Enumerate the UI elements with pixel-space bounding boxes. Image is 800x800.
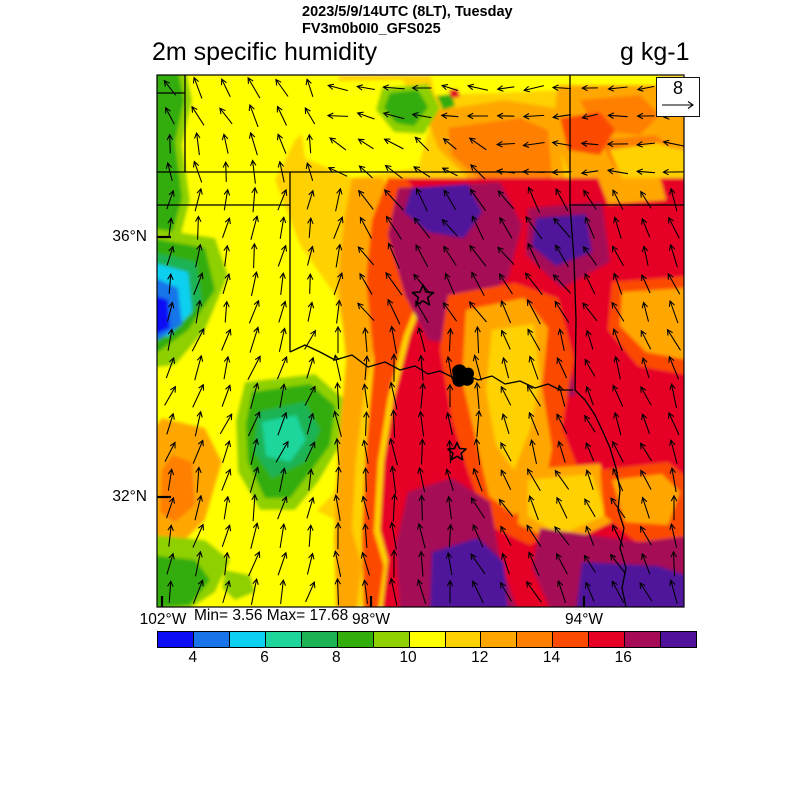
wind-vectors bbox=[163, 76, 684, 606]
colorbar-segment bbox=[553, 632, 590, 647]
colorbar-segment bbox=[158, 632, 194, 647]
reference-vector-box: 8 bbox=[656, 77, 700, 117]
colorbar-segment bbox=[301, 632, 338, 647]
colorbar-segment bbox=[409, 632, 446, 647]
colorbar-tick-label: 8 bbox=[332, 649, 341, 666]
map-frame bbox=[156, 74, 685, 608]
lon-label-98w: 98°W bbox=[351, 611, 391, 628]
colorbar-segment bbox=[229, 632, 266, 647]
colorbar-tick-label: 4 bbox=[188, 649, 198, 666]
model-label: FV3m0b0I0_GFS025 bbox=[302, 21, 441, 37]
lon-label-102w: 102°W bbox=[139, 611, 187, 628]
star-icon bbox=[447, 441, 467, 461]
colorbar-tick-label: 10 bbox=[399, 649, 417, 666]
colorbar-tick-label: 6 bbox=[260, 649, 269, 666]
lon-label-94w: 94°W bbox=[564, 611, 604, 628]
colorbar-segment bbox=[193, 632, 230, 647]
colorbar-segment bbox=[481, 632, 518, 647]
city-star-markers bbox=[411, 284, 467, 461]
colorbar-segment bbox=[445, 632, 482, 647]
page-title: 2m specific humidity bbox=[152, 38, 378, 66]
colorbar-segment bbox=[337, 632, 374, 647]
lat-label-32n: 32°N bbox=[112, 488, 147, 505]
colorbar-tick-label: 12 bbox=[471, 649, 489, 666]
axis-ticks bbox=[157, 235, 586, 607]
colorbar-segment bbox=[625, 632, 662, 647]
colorbar-segment bbox=[589, 632, 626, 647]
colorbar-tick-label: 16 bbox=[614, 649, 632, 666]
lat-label-36n: 36°N bbox=[112, 228, 147, 245]
colorbar bbox=[157, 631, 697, 648]
units-label: g kg-1 bbox=[620, 38, 690, 66]
lake-marker bbox=[452, 364, 475, 387]
minmax-label: Min= 3.56 Max= 17.68 bbox=[194, 607, 349, 624]
colorbar-segment bbox=[265, 632, 302, 647]
datetime-label: 2023/5/9/14UTC (8LT), Tuesday bbox=[302, 4, 513, 20]
reference-vector-value: 8 bbox=[672, 78, 683, 98]
colorbar-segment bbox=[661, 632, 697, 647]
reference-arrow-icon bbox=[662, 101, 694, 109]
colorbar-tick-label: 14 bbox=[542, 649, 561, 666]
colorbar-segment bbox=[517, 632, 554, 647]
star-icon bbox=[411, 284, 435, 306]
colorbar-segment bbox=[373, 632, 410, 647]
